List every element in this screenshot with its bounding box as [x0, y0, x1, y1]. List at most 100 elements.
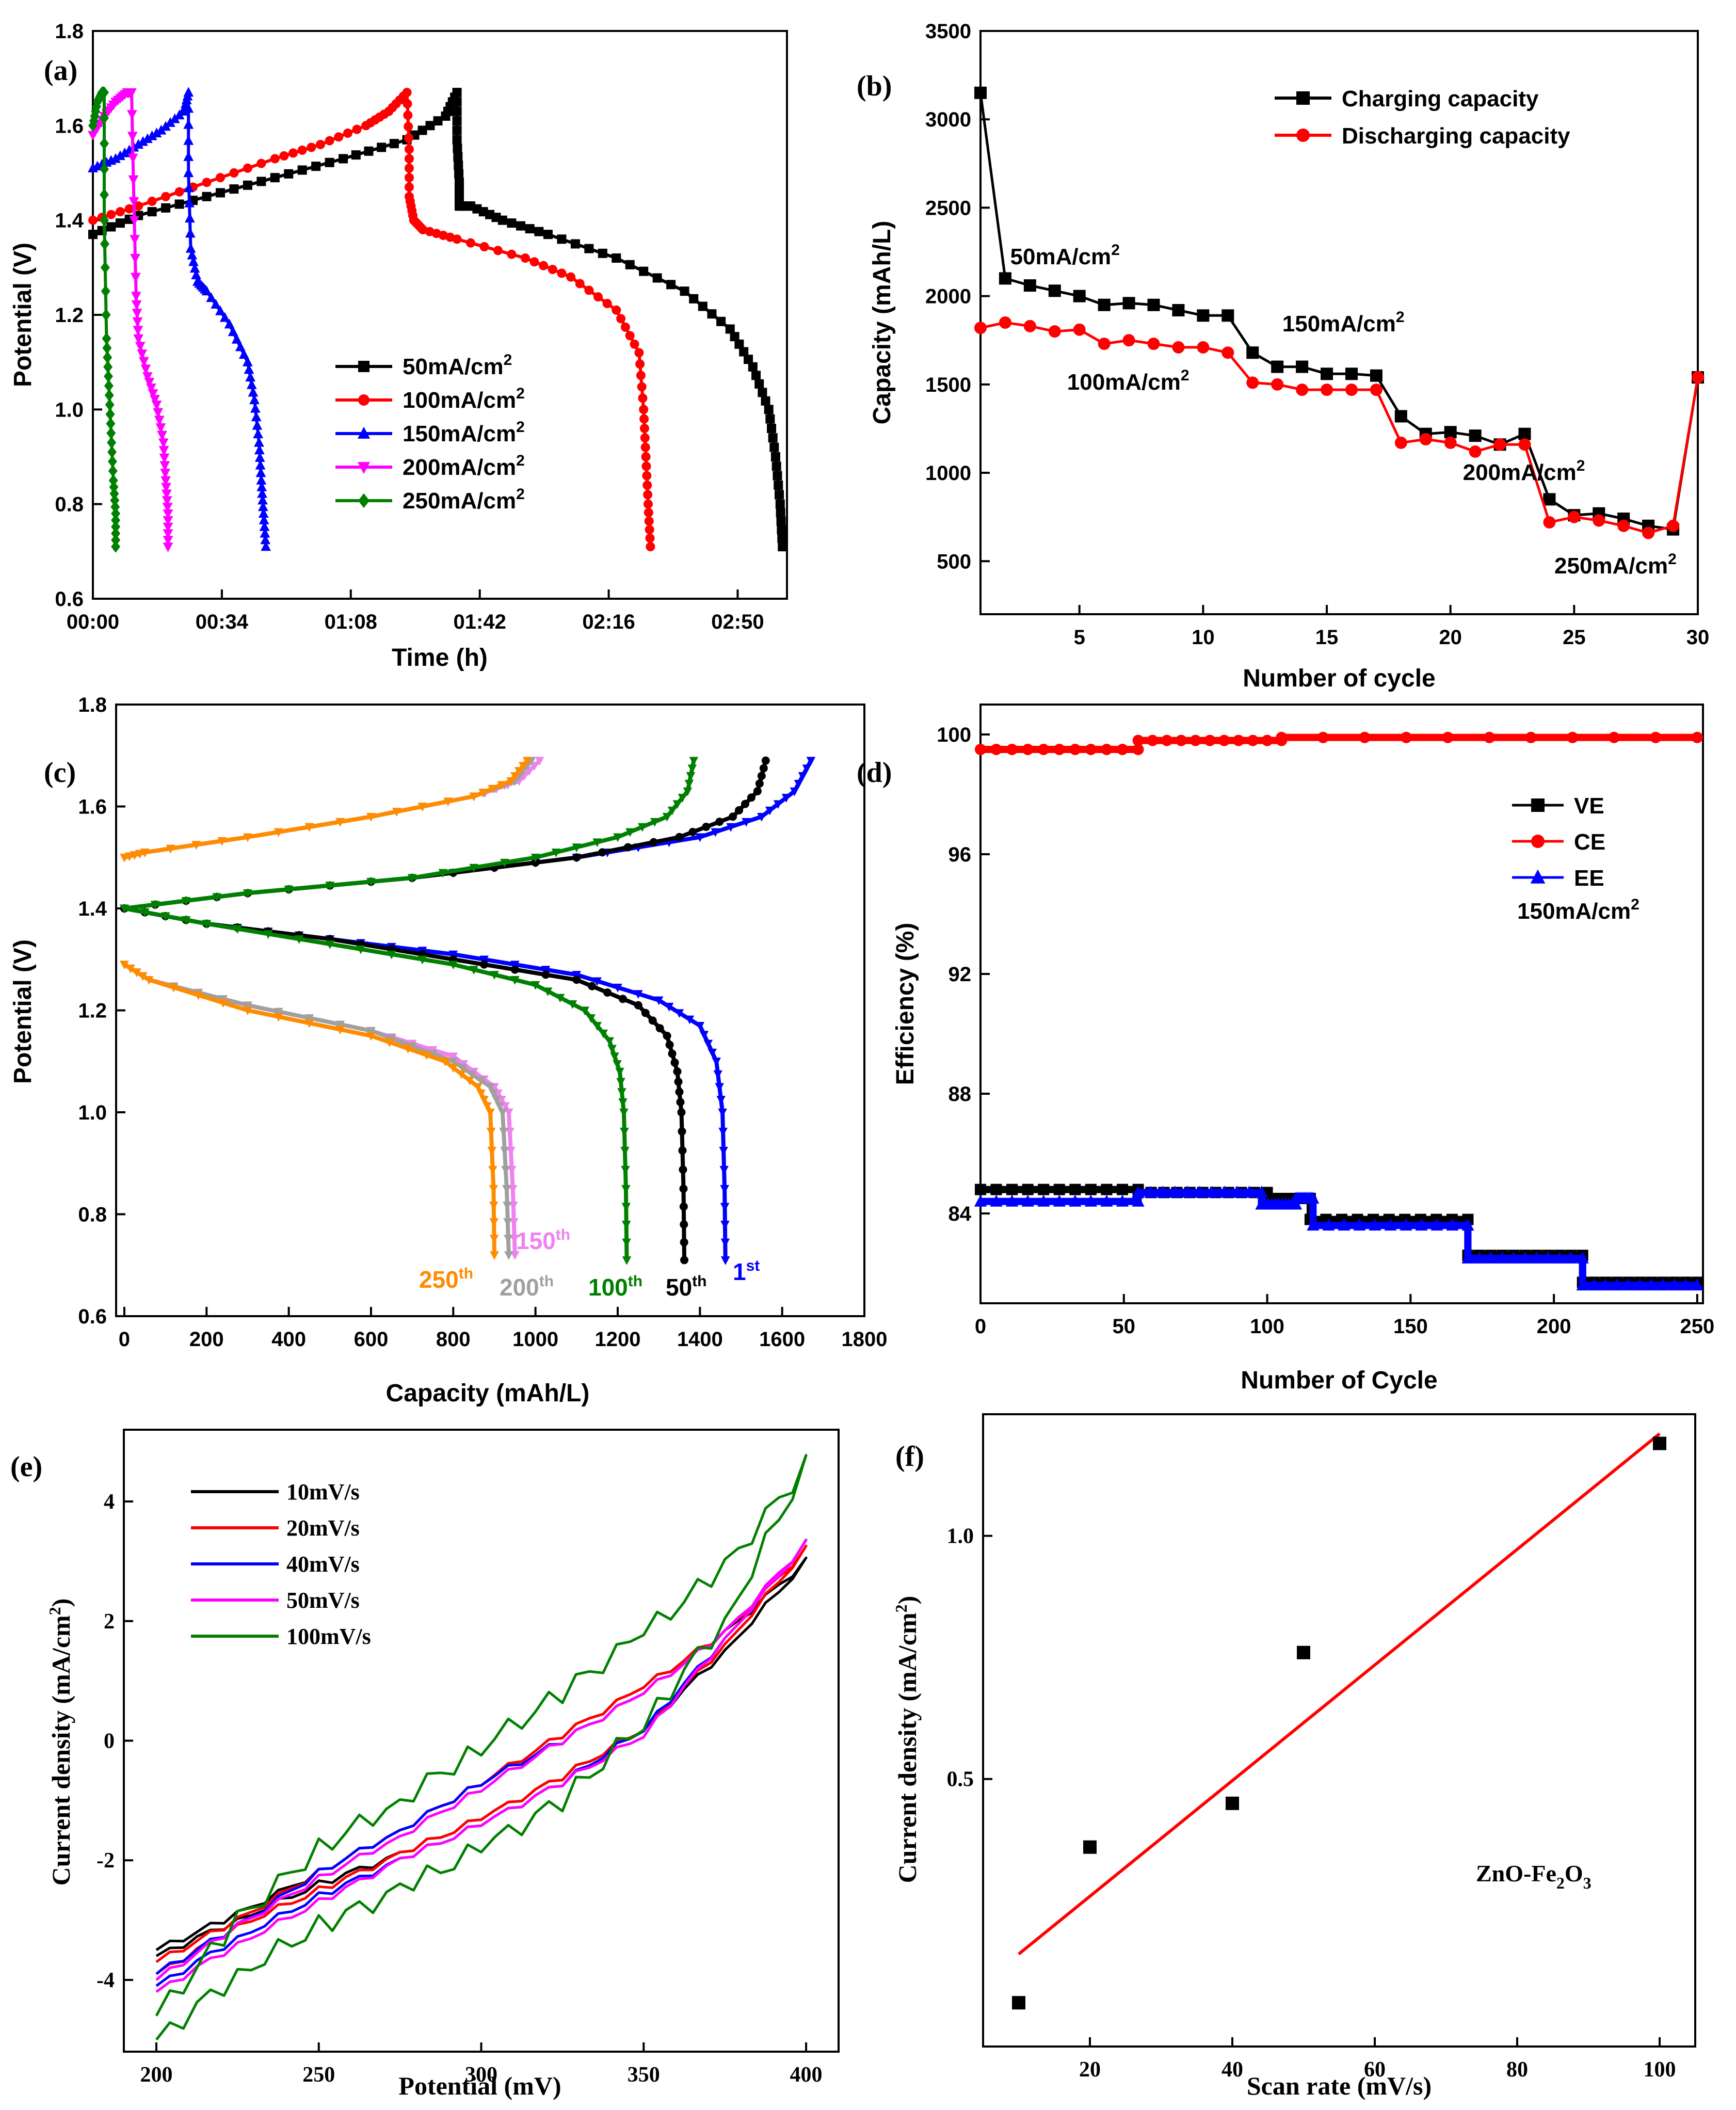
- panel-a-data-point: [730, 332, 740, 342]
- panel-c-data-point: [387, 950, 396, 960]
- panel-c-series-line: [124, 906, 686, 1260]
- panel-c-data-point: [735, 806, 744, 814]
- panel-a-data-point: [183, 167, 194, 178]
- panel-a-data-point: [452, 135, 462, 145]
- panel-c-data-point: [202, 920, 212, 929]
- panel-c-data-point: [440, 1058, 450, 1066]
- panel-b-data-point: [1543, 516, 1556, 529]
- panel-a-data-point: [404, 182, 414, 192]
- panel-c-data-point: [274, 828, 283, 837]
- panel-a-data-point: [644, 499, 653, 509]
- panel-c-data-point: [529, 762, 539, 771]
- panel-a-data-point: [130, 235, 140, 245]
- panel-a-data-point: [352, 124, 362, 134]
- panel-d-data-point: [1101, 1184, 1113, 1195]
- panel-b-annotation-main: 250mA/cm: [1554, 553, 1668, 579]
- panel-a-data-point: [174, 109, 185, 120]
- panel-c-xtick-label: 0: [119, 1328, 130, 1351]
- panel-c-cycle-label-sup: th: [692, 1273, 706, 1290]
- panel-d-data-point: [1233, 734, 1244, 746]
- panel-a-data-point: [126, 88, 137, 98]
- panel-d-data-point: [1022, 1184, 1034, 1195]
- panel-a-data-point: [111, 534, 121, 547]
- panel-d-data-point: [1053, 1184, 1065, 1195]
- panel-a-data-point: [557, 268, 567, 278]
- panel-b-ytick-label: 3000: [925, 108, 971, 131]
- panel-c-data-point: [448, 1064, 458, 1073]
- panel-d-data-point: [990, 1184, 1002, 1195]
- panel-c-data-point: [674, 1009, 684, 1018]
- panel-c-data-point: [617, 1088, 626, 1097]
- panel-d-ylabel: Efficiency (%): [892, 923, 919, 1085]
- panel-e: (e) Potential (mV) Current density (mA/c…: [10, 1429, 840, 2100]
- panel-e-ytick-label: -2: [97, 1849, 115, 1873]
- panel-c-data-point: [613, 833, 622, 842]
- panel-d-legend-marker: [1531, 798, 1545, 812]
- panel-a-data-point: [183, 135, 194, 145]
- panel-a-data-point: [768, 433, 778, 443]
- panel-d-data-point: [1204, 734, 1216, 746]
- panel-d-data-point: [1218, 734, 1230, 746]
- panel-c-data-point: [761, 756, 770, 765]
- panel-a: (a) Time (h) Potential (V) 00:00 00:34 01:…: [9, 20, 788, 672]
- panel-c-data-point: [599, 1029, 608, 1038]
- panel-a-data-point: [452, 106, 462, 116]
- panel-b-annotation-main: 200mA/cm: [1463, 460, 1577, 485]
- panel-d-data-point: [1156, 1186, 1169, 1198]
- panel-c-data-point: [385, 1038, 394, 1047]
- panel-c-data-point: [531, 858, 540, 867]
- panel-b-annotation: 150mA/cm2: [1282, 309, 1405, 337]
- panel-a-data-point: [131, 273, 141, 283]
- panel-a-data-point: [433, 116, 443, 126]
- panel-d-data-point: [1657, 1278, 1669, 1291]
- panel-a-data-point: [142, 133, 153, 143]
- panel-a-data-point: [639, 266, 649, 276]
- panel-a-data-point: [185, 243, 196, 253]
- panel-c-data-point: [504, 1108, 513, 1117]
- panel-c-data-point: [502, 1185, 511, 1194]
- panel-c-data-point: [622, 1238, 631, 1248]
- panel-b-annotation: 200mA/cm2: [1463, 457, 1585, 485]
- panel-a-data-point: [100, 261, 110, 274]
- panel-d-data-point: [1307, 1191, 1320, 1204]
- panel-a-data-point: [111, 507, 121, 520]
- panel-a-data-point: [100, 111, 109, 124]
- panel-d-data-point: [1069, 1184, 1081, 1195]
- panel-c-data-point: [675, 833, 684, 841]
- panel-e-ylabel: Current density (mA/cm2): [45, 1599, 75, 1886]
- panel-b-data-point: [1345, 367, 1358, 380]
- panel-a-data-point: [151, 127, 162, 138]
- panel-c-data-point: [781, 794, 791, 803]
- panel-c-data-point: [663, 1031, 671, 1040]
- panel-b-data-point: [1197, 309, 1210, 322]
- panel-c-data-point: [490, 1251, 499, 1260]
- panel-a-data-point: [100, 188, 109, 201]
- panel-a-data-point: [593, 292, 603, 302]
- panel-a-ytick-label: 0.8: [55, 493, 84, 516]
- panel-c-data-point: [212, 893, 221, 902]
- panel-c-data-point: [715, 818, 724, 826]
- panel-c-ylabel: Potential (V): [9, 939, 37, 1084]
- panel-c-data-point: [592, 977, 602, 986]
- panel-b-annotation-sup: 2: [1111, 242, 1120, 259]
- panel-c-series-line: [124, 906, 629, 1260]
- panel-b-ytick-label: 1500: [925, 374, 971, 396]
- panel-c-data-point: [688, 827, 697, 836]
- panel-b-data-point: [974, 86, 987, 99]
- panel-a-data-point: [202, 191, 212, 201]
- panel-c-xtick-label: 400: [271, 1328, 306, 1351]
- panel-c-data-point: [720, 1256, 730, 1265]
- panel-c-data-point: [679, 1165, 687, 1174]
- panel-e-xtick-label: 250: [302, 2063, 335, 2087]
- panel-b-annotation-sup: 2: [1668, 551, 1677, 568]
- panel-b-data-point: [1271, 378, 1284, 391]
- panel-c-data-point: [325, 940, 335, 949]
- panel-a-xtick-label: 00:00: [67, 611, 119, 633]
- panel-a-data-point: [645, 533, 655, 543]
- panel-b-data-point: [1394, 410, 1407, 423]
- panel-a-data-point: [100, 137, 109, 150]
- panel-c-data-point: [719, 1165, 729, 1175]
- panel-a-data-point: [761, 396, 770, 406]
- panel-a-data-point: [137, 349, 148, 359]
- panel-c-data-point: [478, 789, 488, 797]
